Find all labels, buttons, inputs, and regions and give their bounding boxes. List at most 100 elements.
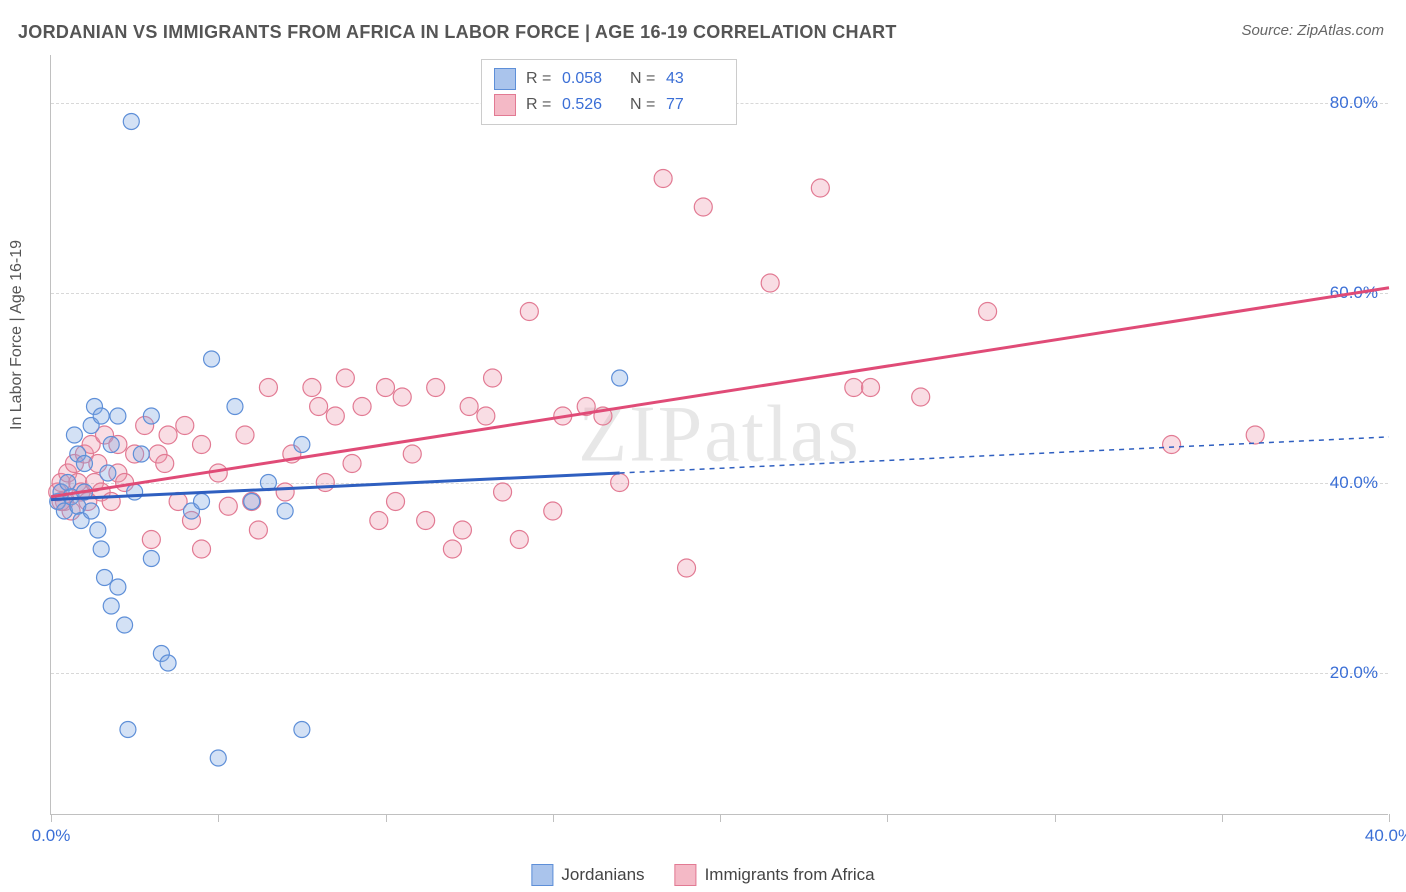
data-point: [133, 446, 149, 462]
x-tick: [720, 814, 721, 822]
data-point: [862, 379, 880, 397]
x-tick: [51, 814, 52, 822]
legend-swatch: [494, 68, 516, 90]
legend-series: Jordanians Immigrants from Africa: [531, 864, 874, 886]
data-point: [294, 437, 310, 453]
data-point: [142, 531, 160, 549]
data-point: [520, 303, 538, 321]
trend-line-extrapolated: [620, 437, 1389, 473]
data-point: [612, 370, 628, 386]
data-point: [678, 559, 696, 577]
data-point: [259, 379, 277, 397]
stat-r-label: R =: [526, 96, 552, 114]
data-point: [204, 351, 220, 367]
data-point: [694, 198, 712, 216]
stat-n-label: N =: [630, 70, 656, 88]
legend-label: Jordanians: [561, 865, 644, 885]
data-point: [160, 655, 176, 671]
data-point: [443, 540, 461, 558]
x-tick: [1055, 814, 1056, 822]
data-point: [97, 570, 113, 586]
data-point: [979, 303, 997, 321]
legend-label: Immigrants from Africa: [705, 865, 875, 885]
data-point: [83, 503, 99, 519]
data-point: [249, 521, 267, 539]
data-point: [90, 522, 106, 538]
legend-stats-row: R = 0.526 N = 77: [494, 92, 724, 118]
data-point: [244, 494, 260, 510]
legend-swatch: [494, 94, 516, 116]
data-point: [393, 388, 411, 406]
data-point: [159, 426, 177, 444]
data-point: [277, 503, 293, 519]
data-point: [143, 551, 159, 567]
data-point: [460, 398, 478, 416]
scatter-svg: [51, 55, 1388, 814]
data-point: [193, 436, 211, 454]
legend-swatch: [531, 864, 553, 886]
data-point: [494, 483, 512, 501]
stat-r-label: R =: [526, 70, 552, 88]
data-point: [110, 408, 126, 424]
data-point: [110, 579, 126, 595]
data-point: [912, 388, 930, 406]
data-point: [845, 379, 863, 397]
x-tick-label: 0.0%: [32, 826, 71, 846]
data-point: [117, 617, 133, 633]
data-point: [403, 445, 421, 463]
stat-n-label: N =: [630, 96, 656, 114]
data-point: [76, 456, 92, 472]
data-point: [310, 398, 328, 416]
plot-area: 20.0%40.0%60.0%80.0% 0.0%40.0% ZIPatlas …: [50, 55, 1388, 815]
data-point: [219, 497, 237, 515]
stat-n-value: 77: [666, 96, 724, 114]
data-point: [611, 474, 629, 492]
data-point: [176, 417, 194, 435]
data-point: [123, 114, 139, 130]
data-point: [510, 531, 528, 549]
data-point: [194, 494, 210, 510]
data-point: [326, 407, 344, 425]
data-point: [120, 722, 136, 738]
x-tick: [1389, 814, 1390, 822]
data-point: [303, 379, 321, 397]
data-point: [276, 483, 294, 501]
data-point: [103, 437, 119, 453]
y-axis-label: In Labor Force | Age 16-19: [8, 240, 26, 430]
x-tick: [887, 814, 888, 822]
data-point: [811, 179, 829, 197]
data-point: [370, 512, 388, 530]
data-point: [66, 427, 82, 443]
data-point: [387, 493, 405, 511]
data-point: [156, 455, 174, 473]
legend-item: Jordanians: [531, 864, 644, 886]
legend-item: Immigrants from Africa: [675, 864, 875, 886]
data-point: [236, 426, 254, 444]
data-point: [100, 465, 116, 481]
data-point: [353, 398, 371, 416]
stat-r-value: 0.058: [562, 70, 620, 88]
data-point: [294, 722, 310, 738]
trend-line: [51, 288, 1389, 497]
data-point: [1163, 436, 1181, 454]
data-point: [143, 408, 159, 424]
x-tick: [386, 814, 387, 822]
data-point: [336, 369, 354, 387]
x-tick-label: 40.0%: [1365, 826, 1406, 846]
stat-r-value: 0.526: [562, 96, 620, 114]
data-point: [127, 484, 143, 500]
legend-swatch: [675, 864, 697, 886]
data-point: [417, 512, 435, 530]
data-point: [761, 274, 779, 292]
data-point: [453, 521, 471, 539]
data-point: [60, 475, 76, 491]
stat-n-value: 43: [666, 70, 724, 88]
data-point: [1246, 426, 1264, 444]
data-point: [377, 379, 395, 397]
x-tick: [553, 814, 554, 822]
data-point: [654, 170, 672, 188]
x-tick: [218, 814, 219, 822]
data-point: [103, 598, 119, 614]
data-point: [484, 369, 502, 387]
data-point: [544, 502, 562, 520]
